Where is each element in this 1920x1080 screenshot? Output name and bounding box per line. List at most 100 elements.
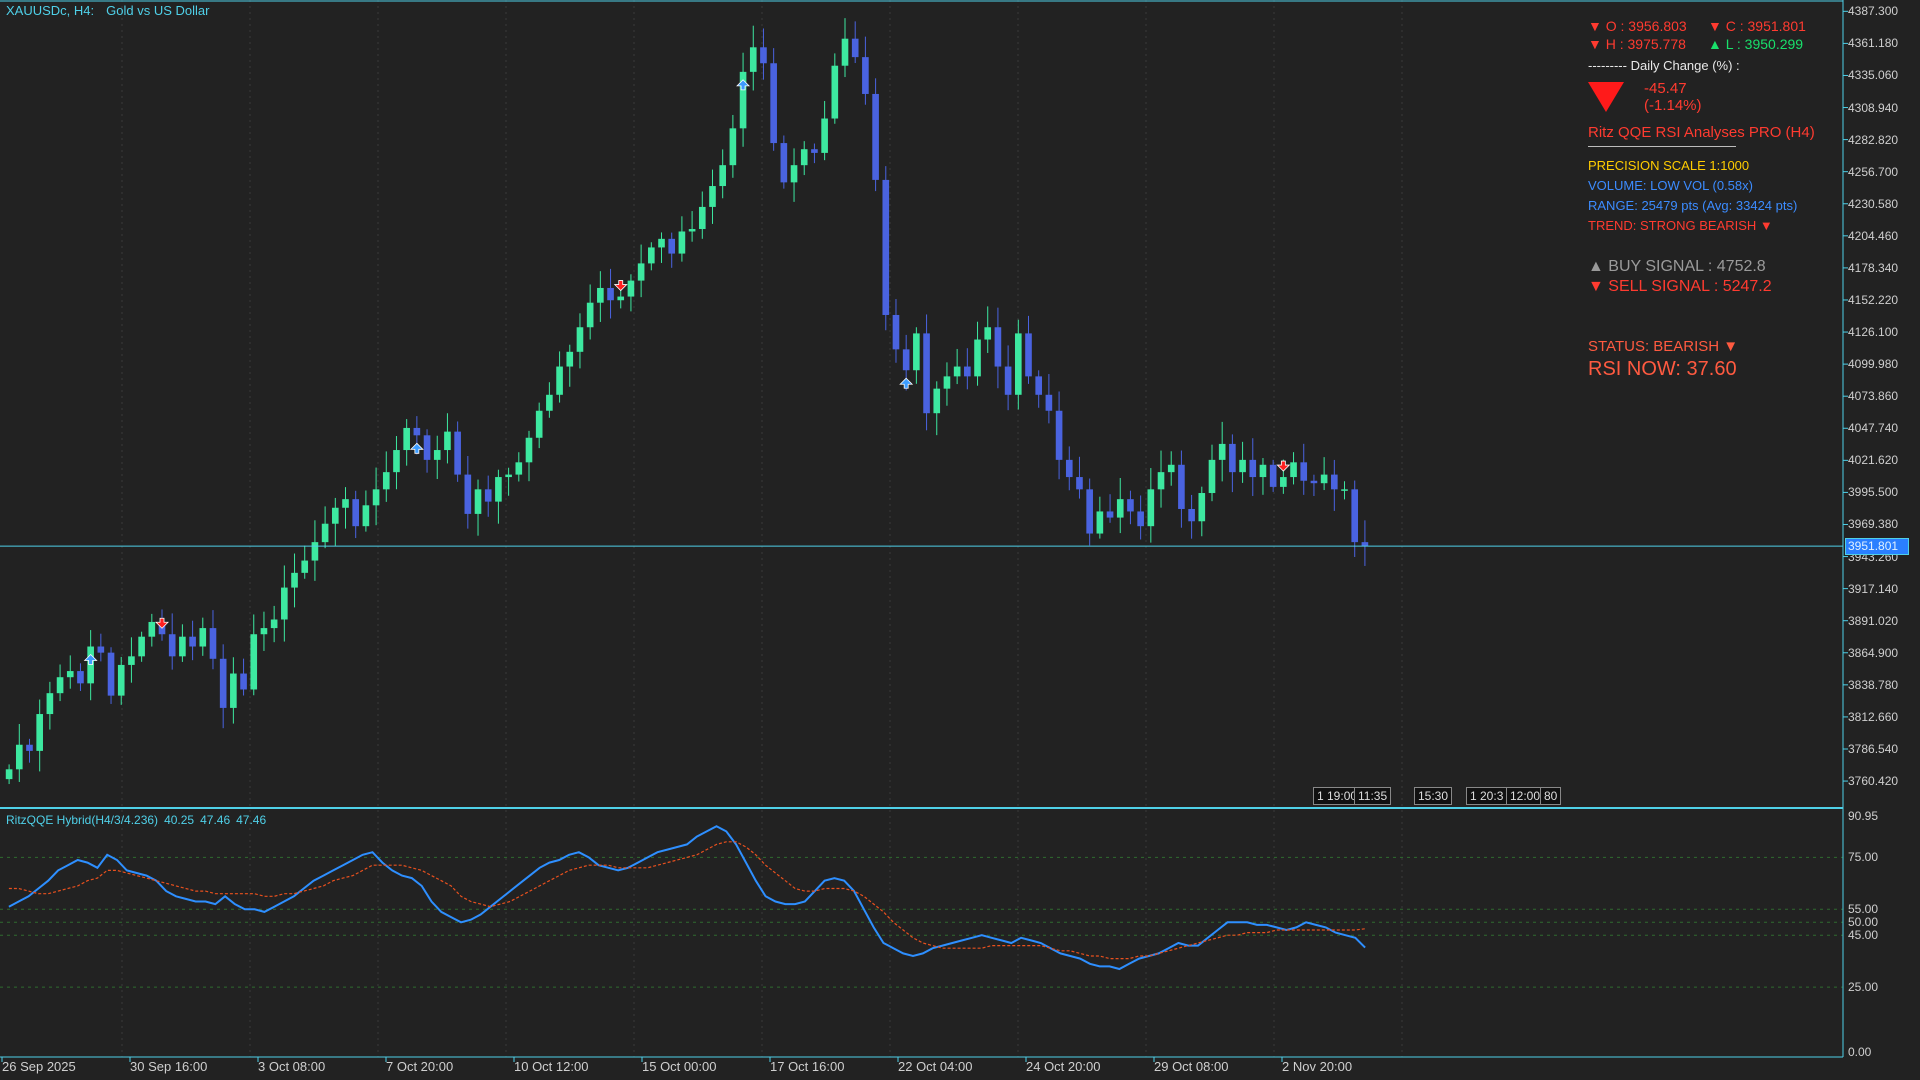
candle[interactable] xyxy=(790,148,798,202)
candle[interactable] xyxy=(709,169,716,224)
candle[interactable] xyxy=(97,633,105,662)
candle[interactable] xyxy=(648,242,655,271)
candle[interactable] xyxy=(1178,450,1185,528)
candle[interactable] xyxy=(821,100,828,161)
candle[interactable] xyxy=(128,637,135,683)
candle[interactable] xyxy=(1096,496,1104,539)
candle[interactable] xyxy=(1259,458,1267,495)
candle[interactable] xyxy=(1137,495,1144,540)
candle[interactable] xyxy=(199,617,207,656)
candle[interactable] xyxy=(994,307,1002,389)
candle[interactable] xyxy=(943,362,951,406)
candle[interactable] xyxy=(831,53,839,124)
candle[interactable] xyxy=(311,520,319,581)
candle[interactable] xyxy=(780,135,788,189)
candle[interactable] xyxy=(913,327,920,384)
candle[interactable] xyxy=(688,211,696,242)
candle[interactable] xyxy=(260,611,268,651)
candle[interactable] xyxy=(627,274,635,312)
candle[interactable] xyxy=(5,764,13,785)
candle[interactable] xyxy=(1249,438,1257,497)
candle[interactable] xyxy=(87,630,94,701)
candle[interactable] xyxy=(1157,450,1165,508)
candle[interactable] xyxy=(148,613,156,647)
candle[interactable] xyxy=(749,25,757,91)
candle[interactable] xyxy=(1045,374,1053,424)
candle[interactable] xyxy=(423,429,431,473)
candle[interactable] xyxy=(597,271,604,322)
candle[interactable] xyxy=(1004,345,1012,411)
candle[interactable] xyxy=(46,681,54,730)
candle[interactable] xyxy=(474,479,482,536)
candle[interactable] xyxy=(1229,434,1236,493)
candle[interactable] xyxy=(1106,494,1114,523)
candle[interactable] xyxy=(301,545,309,579)
candle[interactable] xyxy=(586,284,594,340)
candle[interactable] xyxy=(393,436,400,490)
candle[interactable] xyxy=(1198,486,1206,537)
candle[interactable] xyxy=(342,487,349,529)
candle[interactable] xyxy=(1351,480,1359,557)
candle[interactable] xyxy=(576,313,584,369)
candle[interactable] xyxy=(77,663,84,691)
candle[interactable] xyxy=(1167,451,1175,486)
candle[interactable] xyxy=(240,658,247,696)
candle[interactable] xyxy=(739,52,747,147)
candle[interactable] xyxy=(168,613,176,670)
candle[interactable] xyxy=(984,306,992,353)
candle[interactable] xyxy=(770,48,777,151)
candle[interactable] xyxy=(117,656,125,705)
candle[interactable] xyxy=(270,605,278,643)
candle[interactable] xyxy=(1331,459,1338,511)
candle[interactable] xyxy=(882,166,890,331)
candle[interactable] xyxy=(372,467,380,526)
candle[interactable] xyxy=(505,467,512,496)
candle[interactable] xyxy=(209,610,217,670)
candle[interactable] xyxy=(800,141,808,176)
candle[interactable] xyxy=(138,631,145,662)
candle[interactable] xyxy=(15,723,23,782)
candle[interactable] xyxy=(617,288,625,309)
candle[interactable] xyxy=(1076,456,1083,499)
candle[interactable] xyxy=(1320,457,1328,491)
candle[interactable] xyxy=(250,614,258,696)
candle[interactable] xyxy=(668,232,676,268)
candle[interactable] xyxy=(851,21,859,64)
candle[interactable] xyxy=(189,620,196,661)
candle[interactable] xyxy=(36,699,43,772)
candlestick-series[interactable] xyxy=(5,18,1369,785)
candle[interactable] xyxy=(454,421,461,482)
candle[interactable] xyxy=(331,497,339,546)
candle[interactable] xyxy=(321,506,329,549)
candle[interactable] xyxy=(1239,441,1246,483)
candle[interactable] xyxy=(1361,520,1369,566)
candle[interactable] xyxy=(678,216,686,262)
candle[interactable] xyxy=(719,149,726,199)
candle[interactable] xyxy=(1188,494,1195,539)
candle[interactable] xyxy=(607,268,614,319)
candle[interactable] xyxy=(1065,446,1073,491)
candle[interactable] xyxy=(556,351,563,403)
candle[interactable] xyxy=(107,647,115,704)
candle[interactable] xyxy=(464,456,472,529)
candle[interactable] xyxy=(219,644,227,729)
candle[interactable] xyxy=(66,655,74,689)
candle[interactable] xyxy=(923,314,930,431)
candle[interactable] xyxy=(566,344,574,387)
candle[interactable] xyxy=(1310,474,1318,497)
candle[interactable] xyxy=(444,413,451,464)
candle[interactable] xyxy=(1035,370,1043,408)
candle[interactable] xyxy=(760,28,767,80)
candle[interactable] xyxy=(484,475,492,517)
candle[interactable] xyxy=(1300,443,1308,495)
candle[interactable] xyxy=(433,435,441,480)
candle[interactable] xyxy=(862,36,869,105)
candle[interactable] xyxy=(729,114,737,178)
candle[interactable] xyxy=(637,244,645,298)
candle[interactable] xyxy=(362,490,370,532)
candle[interactable] xyxy=(974,321,981,386)
candle[interactable] xyxy=(1025,315,1032,384)
candle[interactable] xyxy=(26,738,33,763)
candle[interactable] xyxy=(535,402,543,449)
